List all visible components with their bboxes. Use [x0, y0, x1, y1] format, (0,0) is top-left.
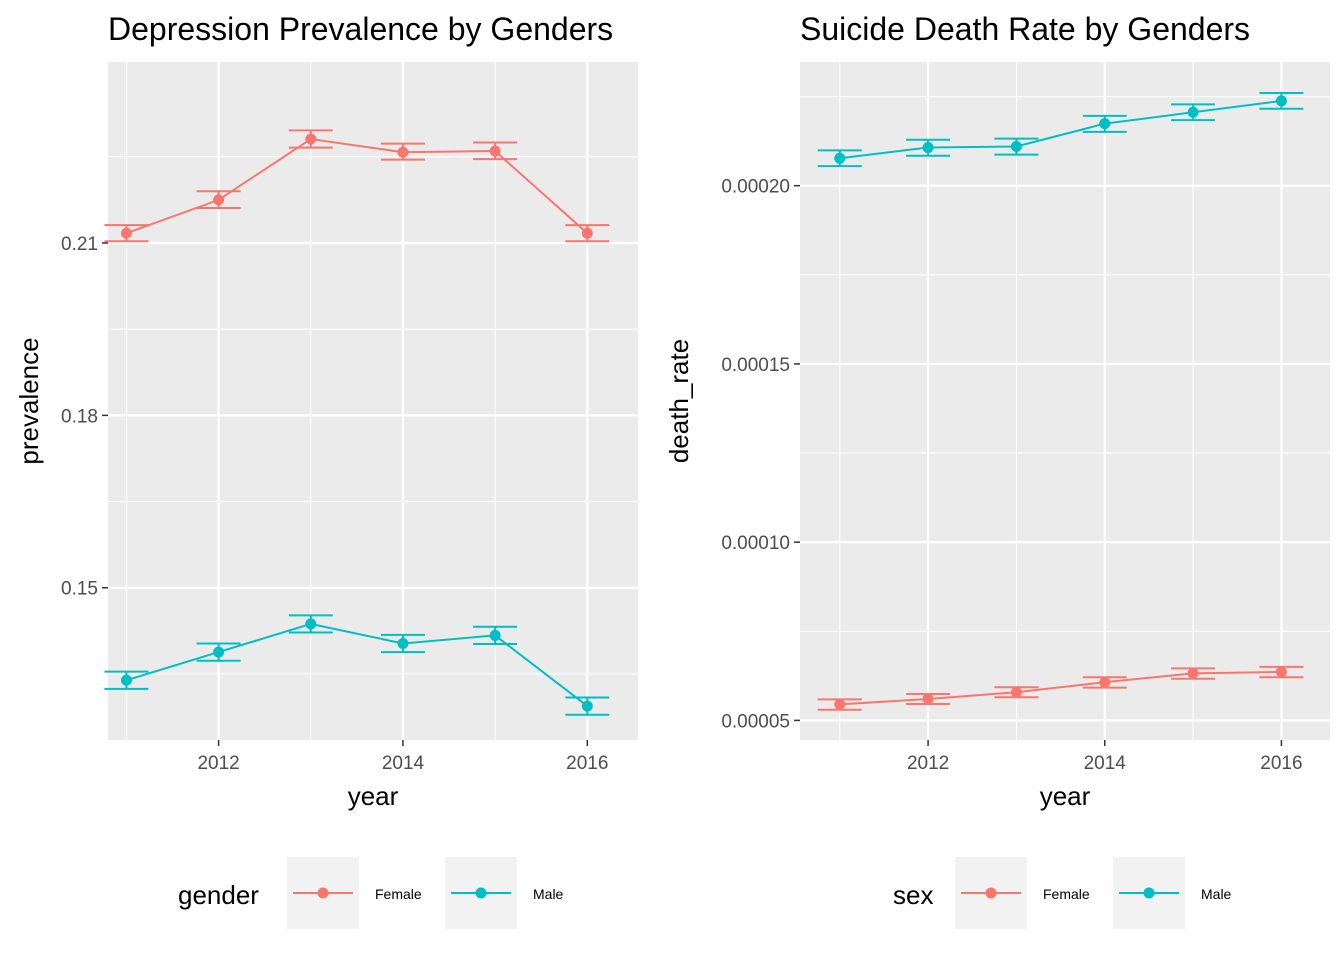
data-point: [213, 646, 225, 658]
data-point: [305, 618, 317, 630]
series-female: [104, 129, 610, 243]
data-point: [489, 629, 501, 641]
series-male: [817, 92, 1304, 168]
legend-key-point: [317, 887, 329, 899]
data-point: [1010, 686, 1022, 698]
legend-label: Female: [1043, 886, 1090, 902]
legend-label: Female: [375, 886, 422, 902]
legend-label: Male: [1201, 886, 1232, 902]
y-tick-label: 0.00020: [721, 177, 790, 198]
x-axis-title: year: [1040, 781, 1091, 811]
series-male: [104, 614, 610, 716]
series-line: [839, 99, 1282, 160]
x-tick-label: 2016: [566, 753, 608, 774]
grid-lines: [800, 62, 1330, 740]
data-point: [1275, 95, 1287, 107]
y-tick-label: 0.00005: [721, 711, 790, 732]
data-point: [397, 637, 409, 649]
legend-title: sex: [893, 880, 933, 910]
y-tick-label: 0.18: [61, 406, 98, 427]
axes: 2012 2014 2016 0.15 0.18 0.21: [61, 234, 608, 774]
legend-key-point: [985, 887, 997, 899]
suicide-death-rate-panel: Suicide Death Rate by Genders 2012 2014 20…: [664, 11, 1330, 929]
legend-item-male: Male: [445, 857, 564, 929]
legend-item-female: Female: [955, 857, 1090, 929]
legend-keys: Female Male: [955, 857, 1232, 929]
data-marks: [817, 92, 1304, 711]
data-point: [922, 142, 934, 154]
data-point: [397, 146, 409, 158]
y-tick-label: 0.00010: [721, 533, 790, 554]
y-axis-title: death_rate: [664, 339, 694, 463]
data-point: [1275, 666, 1287, 678]
series-female: [817, 665, 1304, 711]
x-tick-label: 2014: [382, 753, 425, 774]
legend-title: gender: [178, 880, 259, 910]
legend-label: Male: [533, 886, 564, 902]
data-point: [120, 674, 132, 686]
x-axis-title: year: [348, 781, 399, 811]
data-point: [834, 152, 846, 164]
data-point: [213, 194, 225, 206]
data-point: [1010, 140, 1022, 152]
data-point: [1099, 676, 1111, 688]
chart-title: Suicide Death Rate by Genders: [800, 11, 1250, 47]
data-marks: [104, 129, 610, 716]
legend-item-female: Female: [287, 857, 422, 929]
y-tick-label: 0.21: [61, 234, 98, 255]
data-point: [489, 145, 501, 157]
x-tick-label: 2012: [907, 753, 949, 774]
data-point: [581, 700, 593, 712]
x-tick-label: 2012: [197, 753, 239, 774]
legend: gender Female Male: [178, 857, 564, 929]
plot-background: [108, 62, 638, 740]
legend-key-point: [475, 887, 487, 899]
plot-background: [800, 62, 1330, 740]
y-tick-label: 0.00015: [721, 355, 790, 376]
legend-keys: Female Male: [287, 857, 564, 929]
x-tick-label: 2016: [1260, 753, 1302, 774]
depression-prevalence-panel: Depression Prevalence by Genders 2012 201…: [14, 11, 638, 929]
legend-item-male: Male: [1113, 857, 1232, 929]
series-line: [126, 622, 588, 707]
y-axis-title: prevalence: [14, 337, 44, 464]
data-point: [120, 227, 132, 239]
series-line: [839, 670, 1282, 706]
legend: sex Female Male: [893, 857, 1232, 929]
chart-title: Depression Prevalence by Genders: [108, 11, 613, 47]
legend-key-point: [1143, 887, 1155, 899]
data-point: [1099, 118, 1111, 130]
series-line: [126, 137, 588, 235]
data-point: [834, 698, 846, 710]
grid-lines: [108, 62, 638, 740]
data-point: [922, 693, 934, 705]
y-tick-label: 0.15: [61, 579, 98, 600]
data-point: [1187, 667, 1199, 679]
x-tick-label: 2014: [1084, 753, 1127, 774]
data-point: [305, 133, 317, 145]
data-point: [581, 227, 593, 239]
data-point: [1187, 106, 1199, 118]
axes: 2012 2014 2016 0.00005 0.00010 0.00015 0.00020: [721, 177, 1302, 774]
